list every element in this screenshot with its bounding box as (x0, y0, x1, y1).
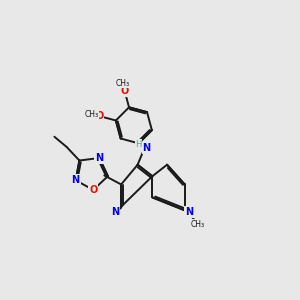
Text: H: H (135, 140, 142, 149)
Text: CH₃: CH₃ (116, 79, 130, 88)
Text: CH₃: CH₃ (190, 220, 205, 229)
Text: O: O (121, 86, 129, 96)
Text: O: O (96, 111, 104, 121)
Text: N: N (185, 207, 193, 217)
Text: N: N (142, 143, 151, 154)
Text: CH₃: CH₃ (85, 110, 99, 118)
Text: N: N (112, 207, 120, 217)
Text: O: O (89, 185, 98, 195)
Text: N: N (72, 175, 80, 185)
Text: N: N (95, 153, 104, 163)
